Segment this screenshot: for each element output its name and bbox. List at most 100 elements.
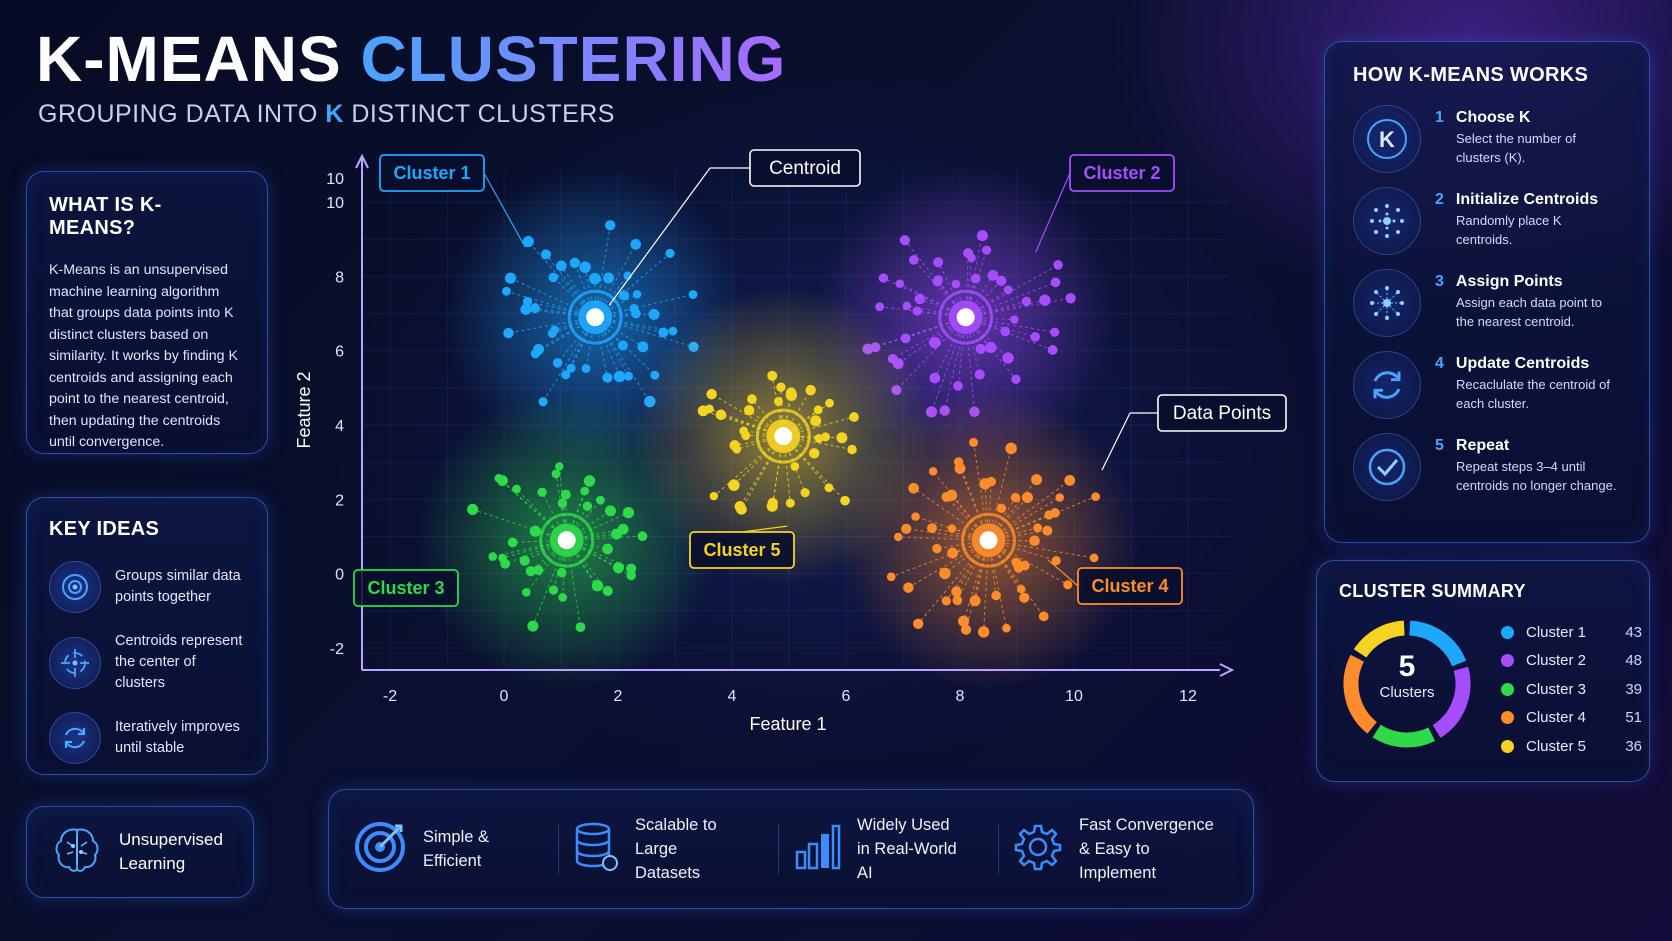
data-point [589,272,601,285]
assignment-line [552,276,596,318]
centroid-marker [586,308,605,327]
assignment-line [988,539,1045,617]
data-point [612,562,624,574]
data-point [951,586,962,597]
legend-row: Cluster 3 39 [1501,675,1642,704]
data-point [529,525,541,537]
assignment-line [594,316,629,377]
data-point [569,257,580,269]
data-point [908,255,919,265]
data-point [504,272,517,284]
data-point [715,409,727,421]
step-title: Update Centroids [1455,355,1590,372]
data-point [809,448,820,459]
assignment-line [973,442,990,541]
data-point [540,249,552,260]
assignment-line [771,375,784,437]
centroid-ring [567,289,623,345]
data-point [729,440,740,451]
assignment-line [594,316,651,402]
legend-count: 51 [1625,709,1642,727]
legend-row: Cluster 1 43 [1501,618,1642,647]
target-icon [49,561,101,613]
crosshair-icon [49,636,101,689]
svg-text:K: K [1379,127,1395,152]
data-point [566,363,576,373]
data-point [1050,277,1061,288]
x-axis-label: Feature 1 [749,714,826,734]
data-point [618,290,630,301]
step-title: Initialize Centroids [1455,191,1599,208]
donut-segment [1409,620,1467,667]
data-point [825,398,834,408]
assignment-line [988,539,1022,590]
assignment-line [772,436,784,503]
step-item: 4 Update Centroids Recaclulate the centro… [1353,351,1621,419]
data-point [790,461,800,471]
step-description: Select the number of clusters (K). [1456,131,1576,165]
data-point [1033,523,1043,533]
cluster-label: Cluster 3 [367,578,444,598]
data-point [596,495,605,505]
step-title: Repeat [1455,437,1510,454]
legend-name: Cluster 2 [1526,652,1587,670]
data-point [800,488,810,498]
how-heading: HOW K-MEANS WORKS [1353,64,1589,86]
data-point [1065,293,1076,304]
data-point [840,495,850,506]
assignment-line [566,539,619,569]
data-point [933,257,944,268]
data-point [561,370,571,380]
assignment-line [525,539,568,593]
data-point [522,296,533,307]
data-point [939,567,951,580]
data-point [709,491,719,501]
data-point [1051,555,1061,566]
what-is-body: K-Means is an unsupervised machine learn… [49,262,238,450]
cluster-label: Cluster 4 [1091,576,1168,596]
assignment-line [934,316,967,379]
unsupervised-label: Unsupervised Learning [119,830,223,873]
data-point [537,487,547,497]
data-point [967,253,976,263]
data-point [836,432,848,444]
assign-points-icon [1353,269,1421,337]
y-tick-label: 10 [326,195,344,212]
data-point [625,563,637,574]
data-point [895,279,905,288]
assignment-line [988,539,1025,599]
legend-dot [1501,711,1514,725]
data-point [551,469,561,479]
data-point [556,260,567,272]
data-point [810,415,822,427]
data-point [624,371,633,381]
assignment-line [906,305,966,318]
summary-donut: 5 Clusters [1339,616,1475,752]
data-point [602,585,613,596]
data-point [929,372,941,384]
data-point [580,486,589,496]
data-point [975,343,986,355]
donut-center-number: 5 [1398,650,1416,683]
feature-divider [998,823,999,875]
x-tick-label: 2 [614,688,623,705]
feature-item: Fast Convergence & Easy to Implement [1013,813,1229,885]
feature-label: Fast Convergence & Easy to Implement [1079,816,1214,882]
data-point [1047,345,1058,355]
data-point [533,343,544,355]
data-point [583,475,596,487]
feature-label: Scalable to Large Datasets [635,816,717,882]
assignment-line [472,508,567,541]
assignment-line [917,539,989,625]
step-item: K 1 Choose K Select the number of cluster… [1353,105,1621,173]
legend-dot [1501,682,1514,696]
data-point [912,306,922,316]
subtitle-k: K [325,100,344,128]
assignment-line [595,313,654,318]
data-point [605,220,616,231]
how-it-works-panel: HOW K-MEANS WORKS K 1 Choose K Select the… [1324,41,1650,543]
assignment-line [946,496,989,541]
assignment-line [534,307,596,318]
data-point [1055,493,1065,502]
data-point [467,503,479,516]
